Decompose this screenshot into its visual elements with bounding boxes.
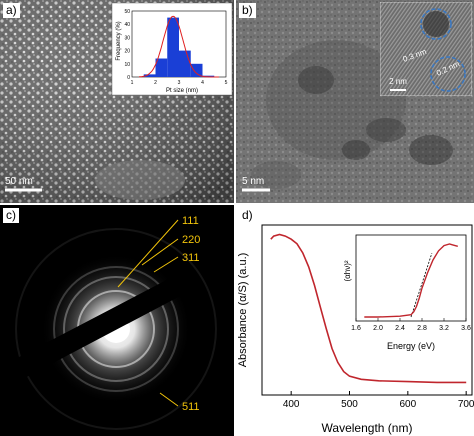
- inset-scale-bar-label: 2 nm: [389, 77, 407, 86]
- histogram-ylabel: Frequency (%): [116, 21, 122, 60]
- histogram-ytick-label: 0: [127, 75, 130, 81]
- main-xtick-label: 400: [283, 399, 300, 410]
- main-ylabel: Absorbance (α/S) (a.u.): [237, 253, 249, 368]
- beam-stopper: [0, 275, 186, 391]
- main-plot-frame: [261, 224, 473, 396]
- inset-ylabel: (αhν)²: [343, 260, 352, 281]
- inset-xtick-label: 2.8: [417, 325, 427, 332]
- main-xtick-label: 700: [458, 399, 474, 410]
- histogram-xtick-label: 1: [131, 80, 134, 86]
- main-xlabel: Wavelength (nm): [322, 421, 413, 435]
- histogram-bar: [167, 17, 179, 78]
- panel-c-saed-pattern: 111 220 311 511 c): [0, 205, 234, 436]
- histogram-xtick-label: 3: [178, 80, 181, 86]
- ring-pointer-311: [153, 256, 179, 273]
- histogram-ytick-label: 20: [124, 49, 130, 55]
- histogram-ytick-label: 30: [124, 35, 130, 41]
- histogram-ytick-label: 10: [124, 62, 130, 68]
- ring-label-111: 111: [182, 215, 199, 227]
- panel-d-absorbance-chart: 400 500 600 700 Absorbance (α/S) (a.u.) Wav…: [236, 205, 474, 436]
- histogram-ytick-label: 40: [124, 22, 130, 28]
- histogram-bar: [179, 50, 191, 77]
- ring-pointer-111: [117, 219, 179, 288]
- histogram-bar: [202, 75, 215, 77]
- panel-label-b: b): [239, 3, 256, 18]
- ring-label-311: 311: [182, 252, 200, 264]
- tauc-curve: [364, 243, 458, 318]
- scale-bar-label: 5 nm: [242, 176, 265, 187]
- panel-a-sem-image: a) 50 nm 0 10 20 30 40 50 1 2 3 4 5 Frequency (%) …: [0, 0, 234, 203]
- histogram-xlabel: Pt size (nm): [166, 88, 198, 94]
- histogram-ytick-label: 50: [124, 9, 130, 15]
- saed-pattern: 111 220 311 511: [0, 205, 234, 436]
- inset-xtick-label: 1.6: [351, 325, 361, 332]
- inset-plot-frame: [355, 234, 467, 322]
- histogram-bar: [143, 74, 156, 77]
- ring-label-220: 220: [182, 234, 200, 246]
- inset-xtick-label: 2.0: [373, 325, 383, 332]
- panel-label-d: d): [239, 208, 256, 223]
- main-xtick-label: 500: [341, 399, 358, 410]
- inset-xtick-label: 2.4: [395, 325, 405, 332]
- dashed-circle-particle-2: [430, 56, 466, 92]
- inset-xlabel: Energy (eV): [387, 341, 435, 351]
- ring-label-511: 511: [182, 401, 200, 413]
- size-histogram-inset: 0 10 20 30 40 50 1 2 3 4 5 Frequency (%) Pt size (…: [112, 3, 232, 95]
- gaussian-fit-curve: [139, 15, 219, 78]
- absorbance-chart: 400 500 600 700 Absorbance (α/S) (a.u.) Wav…: [237, 224, 474, 435]
- tauc-tangent-line: [410, 253, 433, 318]
- histogram-xtick-label: 2: [154, 80, 157, 86]
- panel-label-c: c): [3, 208, 19, 223]
- panel-label-a: a): [3, 3, 20, 18]
- scale-bar-label: 50 nm: [5, 176, 33, 187]
- histogram-xtick-label: 4: [201, 80, 204, 86]
- ring-pointer-220: [141, 238, 179, 266]
- inset-xtick-label: 3.6: [461, 325, 471, 332]
- inset-xtick-label: 3.2: [439, 325, 449, 332]
- histogram-bar: [190, 63, 203, 77]
- main-xtick-label: 600: [399, 399, 416, 410]
- panel-b-tem-image: b) 5 nm 2 nm 0.3 nm 0.2 nm: [236, 0, 474, 203]
- histogram-bar: [155, 58, 168, 77]
- hrtem-inset: 2 nm 0.3 nm 0.2 nm: [380, 2, 472, 96]
- histogram-xtick-label: 5: [225, 80, 228, 86]
- absorbance-curve: [270, 233, 467, 384]
- dashed-circle-particle-1: [420, 8, 452, 40]
- ring-pointer-511: [159, 392, 179, 407]
